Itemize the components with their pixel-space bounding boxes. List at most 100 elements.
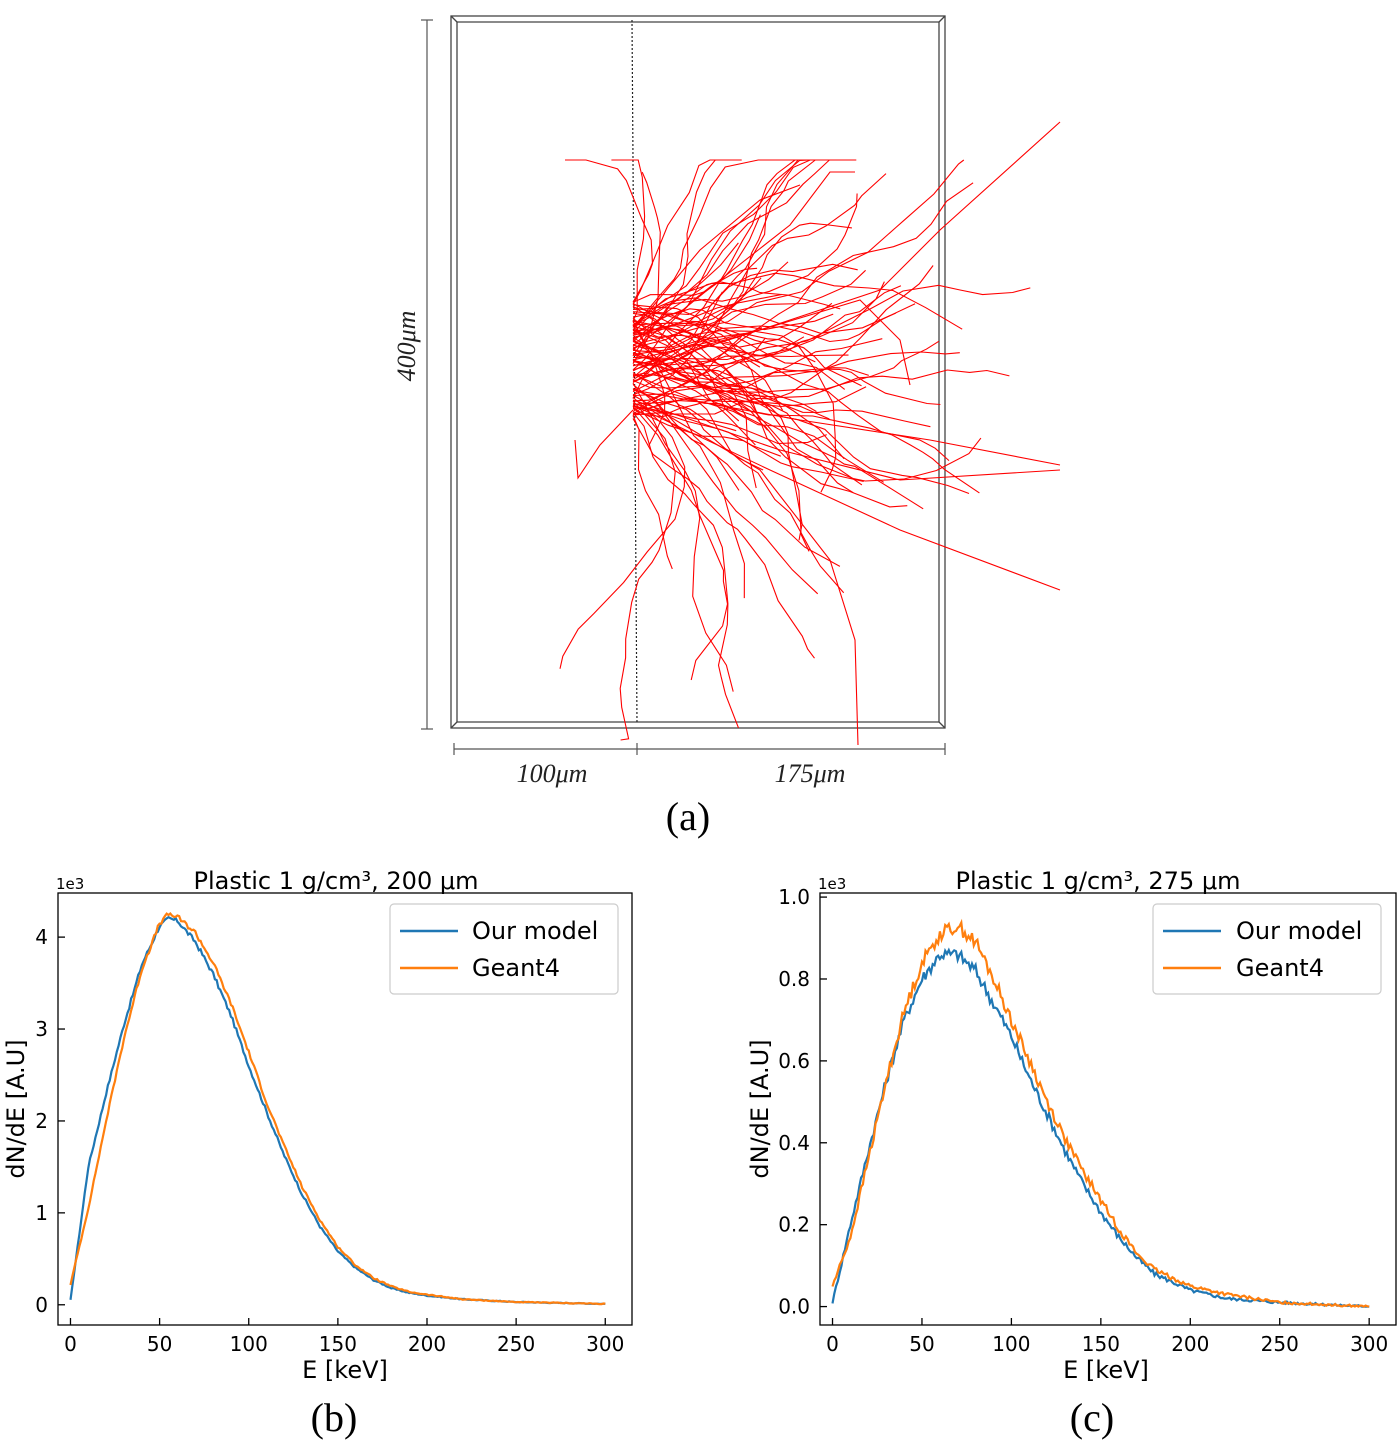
particle-track <box>632 121 1061 361</box>
particle-track <box>632 399 1061 481</box>
panel-a-diagram: 400μm 100μm 175μm (a) <box>392 15 1061 839</box>
particle-track <box>632 263 858 318</box>
particle-track <box>632 405 745 599</box>
chart-b-xtick-label: 300 <box>586 1332 624 1356</box>
particle-track <box>574 409 634 480</box>
particle-track <box>632 317 756 446</box>
chart-c-xtick-label: 300 <box>1350 1332 1388 1356</box>
chart-b-xtick-label: 150 <box>319 1332 357 1356</box>
chart-b-xtick-label: 200 <box>408 1332 446 1356</box>
particle-track <box>632 388 841 567</box>
particle-track <box>632 406 729 681</box>
particle-track <box>632 336 805 413</box>
chart-b-xlabel: E [keV] <box>302 1356 388 1384</box>
particle-track <box>632 394 859 746</box>
particle-track <box>632 389 1061 466</box>
detector-box <box>450 15 946 729</box>
chart-c-xlabel: E [keV] <box>1063 1356 1149 1384</box>
particle-track <box>632 299 911 386</box>
chart-c-ytick-label: 0.8 <box>778 967 810 991</box>
particle-track <box>632 386 867 416</box>
chart-b-xtick-label: 100 <box>230 1332 268 1356</box>
chart-b-series-geant4 <box>69 911 606 1306</box>
particle-track <box>632 368 941 416</box>
particle-track <box>632 404 1061 591</box>
panel-a-caption: (a) <box>666 794 710 839</box>
particle-track <box>632 291 723 396</box>
width-dimension-right-label: 175μm <box>775 759 846 788</box>
chart-c-series-our-model <box>831 947 1370 1308</box>
chart-c-xtick-label: 250 <box>1261 1332 1299 1356</box>
chart-c-plot-frame <box>819 892 1397 1326</box>
particle-track <box>632 340 940 393</box>
chart-c-ticks: 0 50 100 150 200 250 300 0.0 0.2 0.4 0.6 0.8 1.0 <box>778 885 1388 1356</box>
particle-track <box>632 330 837 493</box>
particle-track <box>632 400 884 483</box>
chart-c-xtick-label: 200 <box>1171 1332 1209 1356</box>
particle-track <box>632 373 845 594</box>
particle-track <box>632 372 737 432</box>
particle-track <box>632 184 801 331</box>
particle-track <box>632 265 934 418</box>
layer-boundary-line <box>631 19 638 725</box>
chart-b-offset-text: 1e3 <box>56 875 84 893</box>
chart-b-xtick-label: 250 <box>497 1332 535 1356</box>
particle-track <box>632 333 862 387</box>
chart-c-ytick-label: 0.2 <box>778 1213 810 1237</box>
chart-c-series-geant4 <box>831 918 1370 1308</box>
particle-track <box>632 352 982 482</box>
particle-track <box>632 159 817 328</box>
particle-track <box>632 242 739 326</box>
chart-b-caption: (b) <box>311 1395 358 1440</box>
particle-track <box>632 311 854 494</box>
particle-track <box>632 335 742 402</box>
chart-b-xtick-label: 50 <box>147 1332 172 1356</box>
particle-track <box>565 159 654 303</box>
particle-track <box>632 329 757 413</box>
panel-b-chart: Plastic 1 g/cm³, 200 μm 1e3 0 50 100 150 200… <box>2 867 633 1440</box>
particle-track <box>559 396 686 669</box>
chart-b-legend-label-geant4: Geant4 <box>472 954 560 982</box>
particle-track <box>632 359 810 552</box>
particle-track <box>632 159 742 342</box>
chart-b-xtick-label: 0 <box>64 1332 77 1356</box>
particle-track <box>632 193 858 337</box>
particle-track <box>632 222 852 346</box>
chart-b-ytick-label: 2 <box>35 1109 48 1133</box>
chart-c-xtick-label: 150 <box>1082 1332 1120 1356</box>
height-dimension <box>421 19 433 730</box>
width-dimension-left-label: 100μm <box>517 759 588 788</box>
width-dimension <box>453 743 946 755</box>
chart-c-legend-label-our-model: Our model <box>1236 917 1362 945</box>
particle-track <box>632 412 740 729</box>
particle-track <box>632 269 866 349</box>
chart-c-legend-label-geant4: Geant4 <box>1236 954 1324 982</box>
chart-b-title: Plastic 1 g/cm³, 200 μm <box>193 867 478 895</box>
particle-track <box>632 338 883 389</box>
chart-b-plot-frame <box>57 892 633 1326</box>
particle-track <box>632 347 869 380</box>
chart-c-ytick-label: 1.0 <box>778 885 810 909</box>
chart-b-legend: Our model Geant4 <box>389 903 619 995</box>
particle-track <box>632 285 902 357</box>
chart-c-offset-text: 1e3 <box>818 875 846 893</box>
chart-c-ytick-label: 0.4 <box>778 1131 810 1155</box>
particle-track <box>632 159 857 399</box>
particle-track <box>632 313 834 356</box>
chart-c-xtick-label: 50 <box>909 1332 934 1356</box>
chart-c-caption: (c) <box>1070 1395 1114 1440</box>
particle-track <box>632 340 980 494</box>
particle-track <box>632 302 960 373</box>
particle-track <box>632 337 863 486</box>
chart-c-title: Plastic 1 g/cm³, 275 μm <box>955 867 1240 895</box>
particle-track <box>632 159 839 371</box>
chart-b-ticks: 0 50 100 150 200 250 300 0 1 2 3 4 <box>35 925 624 1356</box>
chart-c-xtick-label: 0 <box>826 1332 839 1356</box>
chart-b-ytick-label: 1 <box>35 1201 48 1225</box>
particle-track <box>632 159 830 349</box>
chart-b-ytick-label: 4 <box>35 925 48 949</box>
chart-c-xtick-label: 100 <box>992 1332 1030 1356</box>
particle-track <box>632 171 855 351</box>
chart-b-ylabel: dN/dE [A.U] <box>2 1039 30 1178</box>
